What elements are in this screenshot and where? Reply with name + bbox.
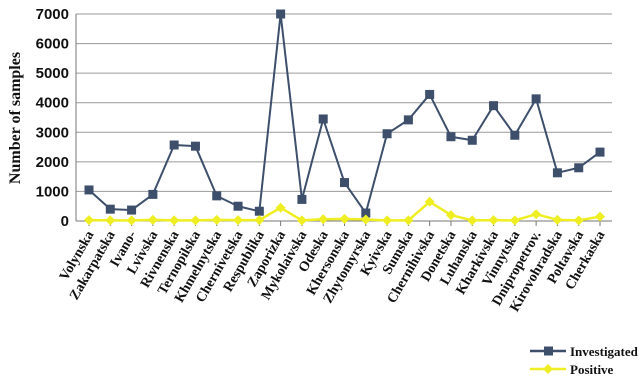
legend: Investigated Positive <box>530 344 638 377</box>
data-point <box>595 147 605 157</box>
data-point <box>382 215 393 226</box>
data-point <box>254 215 265 226</box>
data-point <box>233 215 244 226</box>
x-tick-labels: VolynskaZakarpatskaIvano-LvivskaRivnensk… <box>57 228 608 314</box>
legend-marker <box>544 346 553 356</box>
data-point <box>445 210 456 221</box>
y-tick-label: 5000 <box>36 65 69 82</box>
data-point <box>233 201 243 211</box>
y-tick-label: 1000 <box>36 183 69 200</box>
y-tick-labels: 0 1000 2000 3000 4000 5000 6000 7000 <box>36 6 69 230</box>
data-point <box>403 215 414 226</box>
data-point <box>424 196 435 207</box>
data-point <box>318 114 328 124</box>
data-point <box>148 189 158 199</box>
data-point <box>361 208 371 218</box>
data-point <box>211 214 222 225</box>
legend-marker <box>543 364 553 374</box>
data-point <box>574 163 584 173</box>
data-point <box>297 194 307 204</box>
data-point <box>382 129 392 139</box>
series-investigated <box>84 9 605 218</box>
data-point <box>276 9 286 19</box>
data-point <box>339 213 350 224</box>
data-point <box>510 130 520 140</box>
data-point <box>509 215 520 226</box>
data-point <box>552 214 563 225</box>
series <box>84 9 605 226</box>
legend-item-investigated: Investigated <box>530 344 638 359</box>
data-point <box>360 214 371 225</box>
series-positive <box>84 196 605 226</box>
data-point <box>105 204 115 214</box>
y-tick-label: 4000 <box>36 95 69 112</box>
legend-label: Positive <box>570 362 614 377</box>
data-point <box>169 140 179 150</box>
grid-lines <box>76 13 612 192</box>
data-point <box>127 205 137 215</box>
data-point <box>489 101 499 111</box>
data-point <box>467 135 477 145</box>
data-point <box>212 191 222 201</box>
legend-item-positive: Positive <box>530 362 614 377</box>
y-tick-label: 2000 <box>36 154 69 171</box>
data-point <box>531 209 542 220</box>
data-point <box>595 211 605 222</box>
data-point <box>467 215 478 226</box>
legend-label: Investigated <box>570 344 638 359</box>
data-point <box>126 215 137 226</box>
data-point <box>488 215 499 226</box>
y-tick-label: 0 <box>61 213 69 230</box>
y-axis-title: Number of samples <box>7 52 24 184</box>
data-point <box>190 141 200 151</box>
data-point <box>531 94 541 104</box>
data-point <box>105 215 116 226</box>
data-point <box>275 202 286 213</box>
data-point <box>318 214 329 225</box>
data-point <box>296 215 307 226</box>
data-point <box>147 214 158 225</box>
data-point <box>84 215 94 226</box>
y-tick-label: 6000 <box>36 36 69 53</box>
data-point <box>190 215 201 226</box>
data-point <box>403 115 413 125</box>
data-point <box>425 89 435 99</box>
data-point <box>254 206 264 216</box>
y-tick-label: 3000 <box>36 124 69 141</box>
data-point <box>446 132 456 142</box>
data-point <box>84 185 94 195</box>
data-point <box>340 178 349 188</box>
data-point <box>573 215 584 226</box>
y-tick-label: 7000 <box>36 6 69 23</box>
data-point <box>169 215 180 226</box>
data-point <box>552 168 562 178</box>
